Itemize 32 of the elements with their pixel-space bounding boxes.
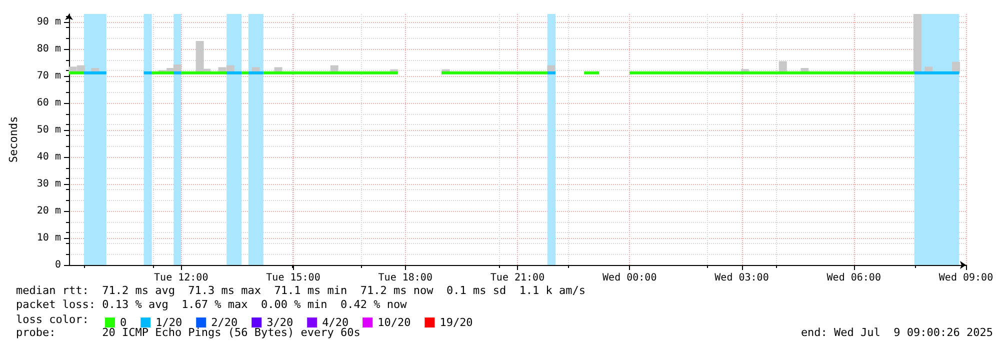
legend-label: 10/20: [378, 316, 411, 329]
y-tick-label: 90 m: [36, 16, 61, 28]
legend-label: 4/20: [322, 316, 349, 329]
x-tick-label: Wed 00:00: [602, 272, 657, 284]
bar: [913, 14, 922, 74]
legend-label: 1/20: [156, 316, 182, 329]
y-tick-label: 20 m: [36, 206, 61, 217]
text: end: Wed Jul 9 09:00:26 2025: [800, 326, 993, 339]
y-tick-label: 10 m: [36, 232, 61, 244]
y-tick-label: 50 m: [36, 124, 61, 136]
y-tick-label: 30 m: [36, 178, 61, 190]
y-tick-label: 60 m: [36, 98, 61, 109]
text: median rtt: 71.2 ms avg 71.3 ms max 71.1 ms min 71.2 ms now 0.1 ms sd 1.1 k am/s: [16, 284, 586, 297]
text: packet loss: 0.13 % avg 1.67 % max 0.00 % min 0.42 % now: [16, 298, 407, 311]
text: probe: 20 ICMP Echo Pings (56 Bytes) every 60s: [16, 326, 360, 339]
y-axis-title: Seconds: [7, 116, 20, 163]
x-tick-label: Wed 03:00: [714, 272, 769, 284]
x-tick-label: Tue 18:00: [378, 272, 432, 284]
legend-label: 19/20: [440, 316, 473, 329]
legend-title: loss color:: [16, 313, 89, 326]
y-tick-label: 80 m: [36, 44, 61, 55]
y-tick-label: 70 m: [36, 70, 61, 82]
x-tick-label: Tue 12:00: [154, 272, 208, 284]
legend-label: 2/20: [211, 316, 238, 329]
x-tick-label: Tue 21:00: [490, 272, 545, 284]
y-tick-label: 0: [54, 260, 61, 270]
x-tick-label: Wed 06:00: [826, 272, 881, 284]
legend-label: 0: [120, 316, 127, 329]
x-tick-label: Wed 09:00: [938, 272, 994, 284]
y-tick-label: 40 m: [36, 152, 61, 163]
x-tick-label: Tue 15:00: [266, 272, 320, 284]
legend-label: 3/20: [266, 316, 294, 329]
